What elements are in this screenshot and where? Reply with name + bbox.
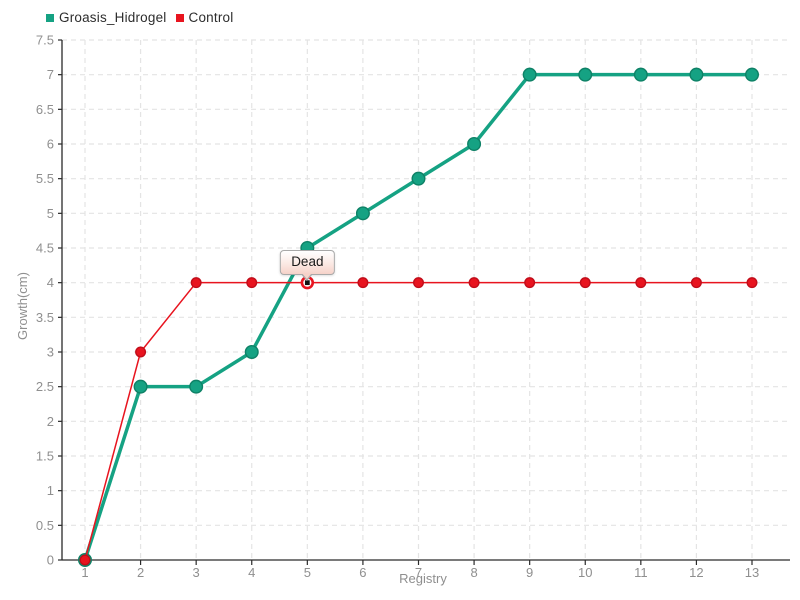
y-tick-label: 5 <box>47 206 54 221</box>
data-point-groasis_hidrogel[interactable] <box>633 67 648 82</box>
x-tick-label: 4 <box>248 565 255 580</box>
y-tick-label: 5.5 <box>36 171 54 186</box>
y-tick-label: 2.5 <box>36 379 54 394</box>
legend-label: Groasis_Hidrogel <box>59 10 167 25</box>
data-point-groasis_hidrogel[interactable] <box>244 345 259 360</box>
x-tick-label: 11 <box>634 565 648 580</box>
y-tick-label: 4.5 <box>36 241 54 256</box>
y-tick-label: 6.5 <box>36 102 54 117</box>
y-tick-label: 1 <box>47 483 54 498</box>
x-tick-label: 5 <box>304 565 311 580</box>
x-axis-label: Registry <box>399 571 447 586</box>
x-tick-label: 9 <box>526 565 533 580</box>
data-point-groasis_hidrogel[interactable] <box>689 67 704 82</box>
tooltip-text: Dead <box>291 253 324 269</box>
y-tick-label: 1.5 <box>36 449 54 464</box>
y-tick-label: 7.5 <box>36 33 54 48</box>
x-tick-label: 6 <box>359 565 366 580</box>
data-point-control[interactable] <box>746 277 758 289</box>
data-point-groasis_hidrogel[interactable] <box>578 67 593 82</box>
legend-item-control[interactable]: Control <box>175 10 234 25</box>
legend-item-groasis-hidrogel[interactable]: Groasis_Hidrogel <box>46 10 167 25</box>
x-tick-label: 2 <box>137 565 144 580</box>
data-point-groasis_hidrogel[interactable] <box>745 67 760 82</box>
x-tick-label: 12 <box>689 565 703 580</box>
y-tick-label: 0.5 <box>36 518 54 533</box>
data-point-control[interactable] <box>357 277 369 289</box>
x-tick-label: 10 <box>578 565 592 580</box>
y-tick-label: 3 <box>47 345 54 360</box>
data-point-groasis_hidrogel[interactable] <box>355 206 370 221</box>
x-tick-label: 7 <box>415 565 422 580</box>
selected-point-core-icon <box>304 280 310 286</box>
x-tick-label: 3 <box>193 565 200 580</box>
data-point-groasis_hidrogel[interactable] <box>522 67 537 82</box>
legend: Groasis_Hidrogel Control <box>46 10 233 25</box>
x-tick-label: 8 <box>470 565 477 580</box>
data-point-control[interactable] <box>468 277 480 289</box>
data-point-control[interactable] <box>524 277 536 289</box>
data-point-groasis_hidrogel[interactable] <box>189 379 204 394</box>
data-point-control[interactable] <box>413 277 425 289</box>
y-tick-label: 3.5 <box>36 310 54 325</box>
data-point-groasis_hidrogel[interactable] <box>411 171 426 186</box>
y-axis-label: Growth(cm) <box>15 272 30 340</box>
y-tick-label: 0 <box>47 553 54 568</box>
y-tick-label: 7 <box>47 67 54 82</box>
y-tick-label: 2 <box>47 414 54 429</box>
legend-swatch-teal-icon <box>46 13 54 22</box>
data-point-groasis_hidrogel[interactable] <box>133 379 148 394</box>
y-tick-label: 6 <box>47 137 54 152</box>
data-point-control[interactable] <box>246 277 258 289</box>
data-point-control[interactable] <box>635 277 647 289</box>
y-tick-label: 4 <box>47 275 54 290</box>
legend-label: Control <box>188 10 234 25</box>
data-point-control[interactable] <box>135 346 147 358</box>
data-point-groasis_hidrogel[interactable] <box>467 136 482 151</box>
x-tick-label: 1 <box>81 565 88 580</box>
data-point-control[interactable] <box>690 277 702 289</box>
x-tick-label: 13 <box>745 565 759 580</box>
data-point-control[interactable] <box>190 277 202 289</box>
data-point-control[interactable] <box>579 277 591 289</box>
dead-tooltip: Dead <box>280 249 335 275</box>
legend-swatch-red-icon <box>175 13 184 22</box>
data-point-control[interactable] <box>79 554 91 566</box>
